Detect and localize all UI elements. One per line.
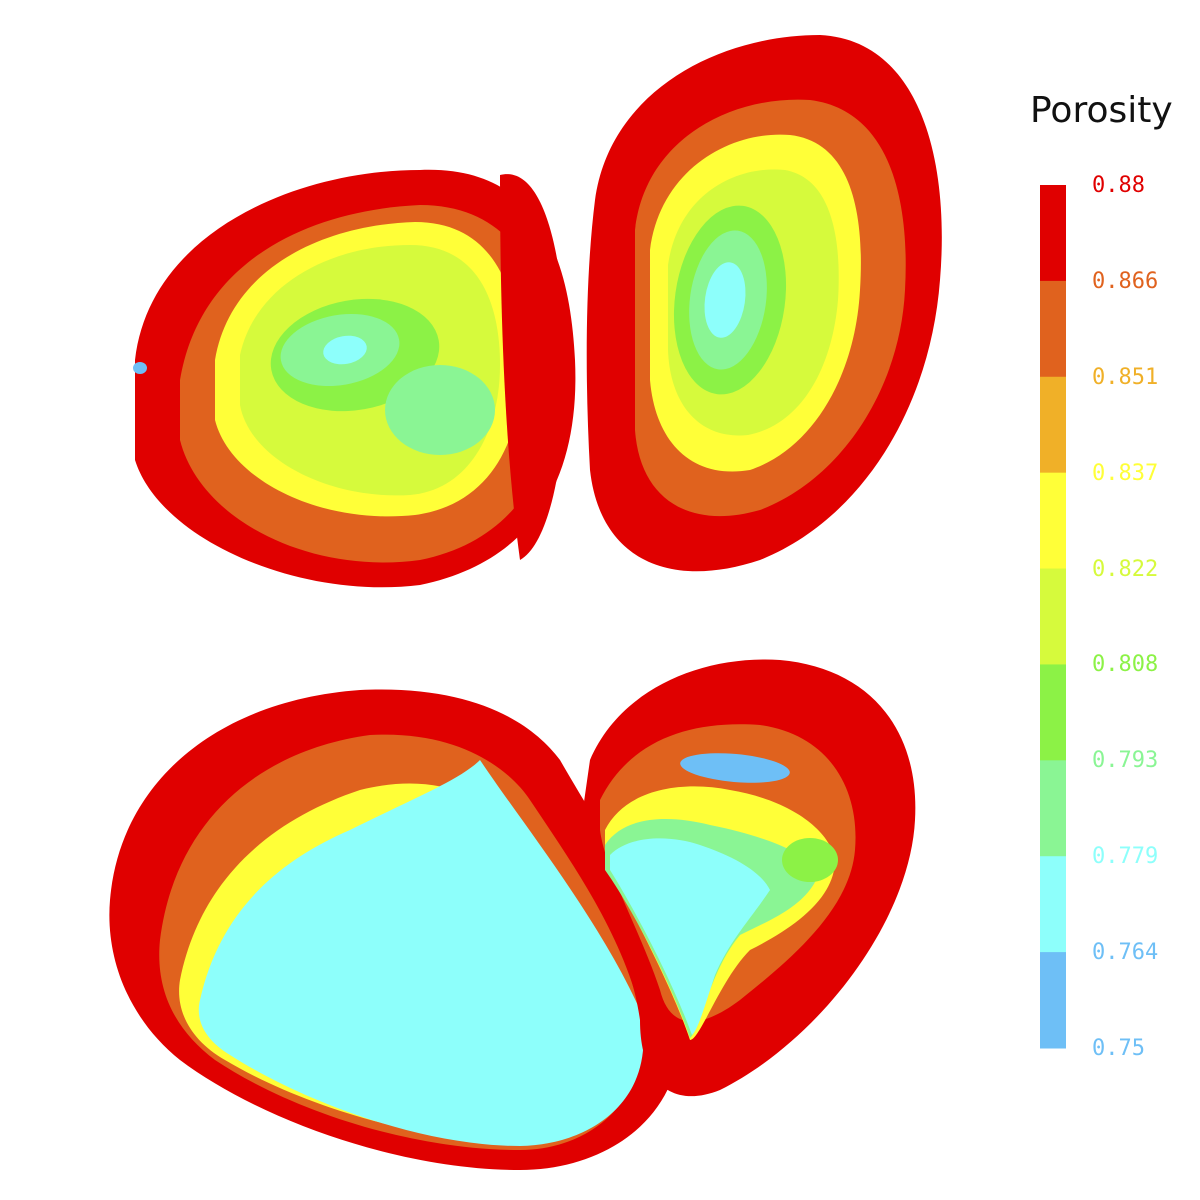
colorbar-tick-label: 0.822	[1092, 556, 1159, 582]
colorbar-tick-label: 0.837	[1092, 460, 1159, 486]
colorbar-segment	[1040, 952, 1066, 1049]
colorbar-tick-label: 0.793	[1092, 748, 1159, 774]
porosity-regions	[109, 35, 942, 1170]
colorbar-tick-label: 0.764	[1092, 940, 1159, 966]
region-upper-left-edge	[500, 174, 566, 561]
colorbar-tick-label: 0.88	[1092, 173, 1145, 198]
colorbar-segment	[1040, 568, 1066, 665]
colorbar-title: Porosity	[1030, 90, 1173, 131]
colorbar-tick-label: 0.779	[1092, 844, 1159, 870]
region-lower-left-core	[198, 760, 644, 1146]
colorbar-segment	[1040, 185, 1066, 282]
colorbar-segment	[1040, 760, 1066, 857]
colorbar-tick-label: 0.808	[1092, 652, 1159, 678]
colorbar-segment	[1040, 664, 1066, 761]
region-upper-left-core	[323, 335, 367, 365]
region-lower-right-low-spot	[680, 753, 790, 783]
colorbar-tick-label: 0.851	[1092, 364, 1159, 390]
region-upper-right-core	[704, 262, 746, 338]
region-lower-right-spot	[782, 838, 838, 882]
colorbar-tick-label: 0.866	[1092, 268, 1159, 294]
region-lower-right-core	[610, 838, 770, 1035]
colorbar	[1040, 185, 1066, 1049]
region-upper-left-low-spot	[133, 362, 147, 374]
colorbar-tick-label: 0.75	[1092, 1036, 1145, 1061]
region-upper-left-core	[385, 365, 495, 455]
colorbar-segment	[1040, 856, 1066, 953]
colorbar-segment	[1040, 472, 1066, 570]
colorbar-segment	[1040, 280, 1066, 378]
colorbar-segment	[1040, 376, 1066, 474]
